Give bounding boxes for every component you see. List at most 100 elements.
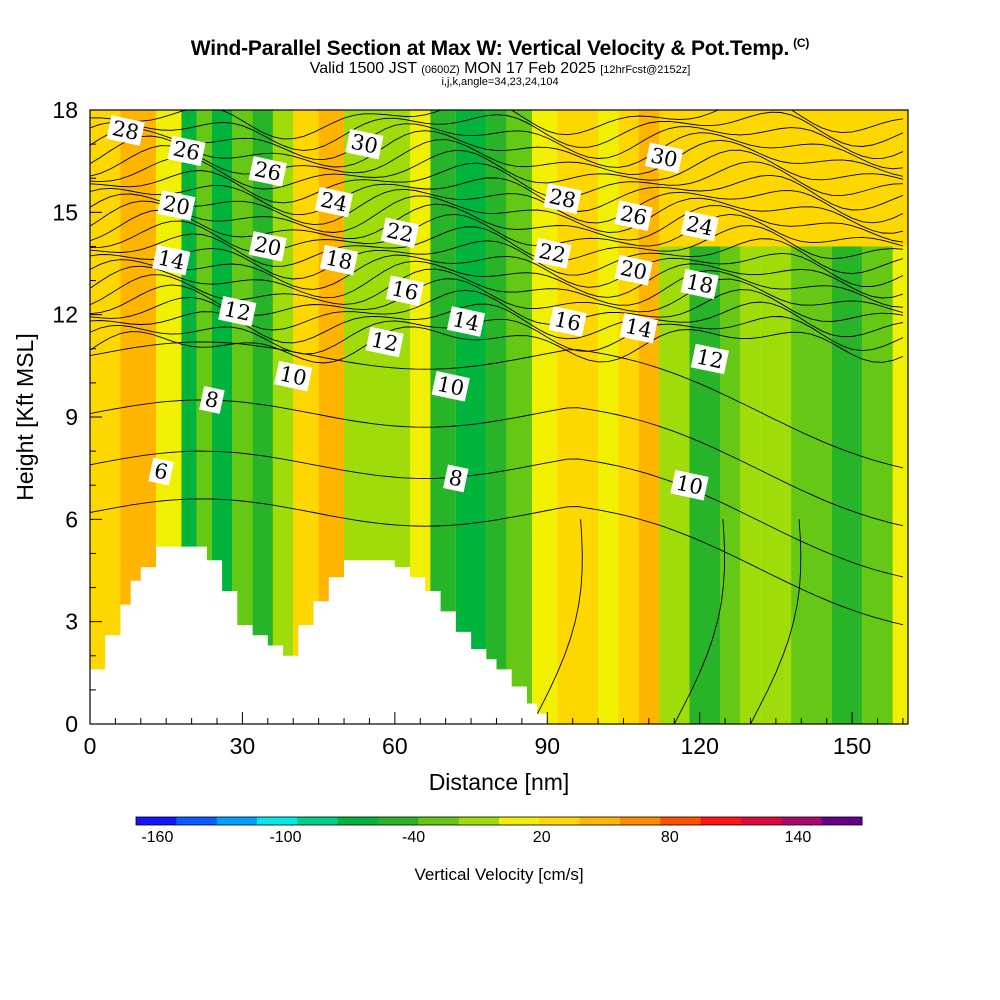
colorbar-tick-label: 80 bbox=[661, 829, 679, 846]
contour-label: 18 bbox=[319, 244, 359, 276]
theta-contour bbox=[90, 110, 903, 140]
colorbar-swatch bbox=[741, 817, 782, 825]
contour-label-box bbox=[218, 296, 257, 327]
contour-label-text: 12 bbox=[369, 327, 400, 356]
theta-contour bbox=[90, 213, 904, 253]
theta-contour bbox=[90, 174, 904, 216]
y-axis-title: Height [Kft MSL] bbox=[12, 333, 38, 500]
colorbar-tick-label: -100 bbox=[269, 829, 301, 846]
contour-label: 22 bbox=[380, 217, 420, 249]
contour-label: 14 bbox=[619, 313, 658, 344]
contour-label-box bbox=[443, 464, 469, 493]
contour-label-box bbox=[614, 255, 653, 286]
velocity-band bbox=[486, 110, 507, 724]
colorbar-swatch bbox=[297, 817, 339, 825]
theta-contour bbox=[90, 498, 904, 626]
contour-label-text: 30 bbox=[349, 130, 380, 159]
theta-contour bbox=[90, 450, 904, 578]
contour-label-text: 10 bbox=[674, 471, 705, 500]
contour-label-box bbox=[319, 244, 359, 276]
contour-label-text: 6 bbox=[152, 458, 170, 484]
velocity-band bbox=[410, 110, 431, 724]
contour-label-box bbox=[690, 343, 730, 375]
theta-contour bbox=[90, 139, 903, 177]
contour-label-text: 12 bbox=[694, 344, 725, 373]
x-tick-label: 0 bbox=[84, 733, 97, 759]
contour-label: 12 bbox=[365, 326, 404, 358]
contour-label: 20 bbox=[157, 190, 196, 221]
theta-contour bbox=[90, 260, 904, 299]
contour-label: 14 bbox=[446, 306, 486, 337]
colorbar-swatch bbox=[700, 817, 742, 825]
contour-label-box bbox=[670, 469, 709, 501]
contour-label-text: 24 bbox=[318, 188, 349, 217]
colorbar-swatch bbox=[660, 817, 702, 825]
contour-label-box bbox=[167, 135, 206, 167]
contour-label: 12 bbox=[690, 343, 730, 375]
y-tick-label: 3 bbox=[65, 609, 78, 635]
colorbar-swatch bbox=[499, 817, 540, 825]
contour-label-box bbox=[385, 275, 425, 307]
contour-label-box bbox=[533, 238, 572, 269]
contour-label-text: 8 bbox=[447, 465, 465, 491]
contour-label-box bbox=[380, 217, 420, 249]
contour-label-box bbox=[157, 190, 196, 221]
chart-title: Wind-Parallel Section at Max W: Vertical… bbox=[0, 36, 1000, 61]
contour-label-box bbox=[248, 231, 287, 262]
contour-label-box bbox=[274, 360, 313, 392]
contour-label: 30 bbox=[644, 142, 684, 174]
valid-date: MON 17 Feb 2025 bbox=[464, 60, 596, 77]
contour-label-text: 14 bbox=[156, 246, 187, 275]
contour-label-box bbox=[152, 244, 191, 276]
contour-label-box bbox=[446, 306, 486, 337]
contour-label-box bbox=[644, 142, 684, 174]
velocity-band bbox=[532, 110, 558, 724]
contour-label: 26 bbox=[167, 135, 206, 167]
contour-label-box bbox=[199, 385, 225, 414]
contour-label-text: 22 bbox=[537, 239, 568, 268]
contour-label-box bbox=[365, 326, 404, 358]
contour-label: 12 bbox=[218, 296, 257, 327]
theta-contour bbox=[673, 519, 726, 724]
colorbar-tick-label: 20 bbox=[533, 829, 551, 846]
x-tick-label: 120 bbox=[681, 733, 719, 759]
terrain-mask bbox=[90, 546, 548, 724]
colorbar-swatch bbox=[620, 817, 661, 825]
velocity-band bbox=[740, 110, 761, 724]
velocity-band bbox=[598, 110, 619, 724]
contour-label-text: 26 bbox=[252, 157, 283, 186]
colorbar-swatch bbox=[821, 817, 863, 825]
contour-label: 20 bbox=[248, 231, 287, 262]
contour-label: 14 bbox=[152, 244, 191, 276]
contour-label-box bbox=[680, 210, 719, 242]
theta-contour bbox=[90, 316, 904, 355]
contour-label: 24 bbox=[314, 186, 354, 218]
contour-label: 26 bbox=[614, 200, 653, 231]
contour-label-text: 28 bbox=[110, 116, 141, 145]
contour-label: 10 bbox=[274, 360, 313, 392]
contour-label-text: 8 bbox=[203, 387, 221, 413]
y-tick-label: 15 bbox=[52, 199, 78, 225]
theta-contour bbox=[90, 111, 904, 151]
colorbar-tick-label: -40 bbox=[402, 829, 425, 846]
colorbar-tick-label: 140 bbox=[785, 829, 812, 846]
contour-label: 8 bbox=[443, 464, 469, 493]
x-tick-label: 150 bbox=[833, 733, 871, 759]
colorbar-swatch bbox=[579, 817, 621, 825]
y-tick-label: 0 bbox=[65, 711, 78, 737]
colorbar-swatch bbox=[781, 817, 823, 825]
colorbar-swatch bbox=[216, 817, 258, 825]
velocity-band bbox=[272, 110, 294, 724]
contour-label-text: 22 bbox=[384, 218, 415, 247]
contour-label-text: 18 bbox=[684, 269, 715, 298]
colorbar-tick-label: -160 bbox=[141, 829, 173, 846]
contour-label: 10 bbox=[670, 469, 709, 501]
theta-contour bbox=[90, 203, 903, 243]
contour-label-text: 20 bbox=[161, 191, 192, 220]
theta-contour bbox=[90, 326, 904, 364]
contour-label: 18 bbox=[680, 268, 719, 300]
theta-contour bbox=[90, 195, 903, 234]
x-tick-label: 30 bbox=[230, 733, 256, 759]
contour-label-box bbox=[614, 200, 653, 231]
